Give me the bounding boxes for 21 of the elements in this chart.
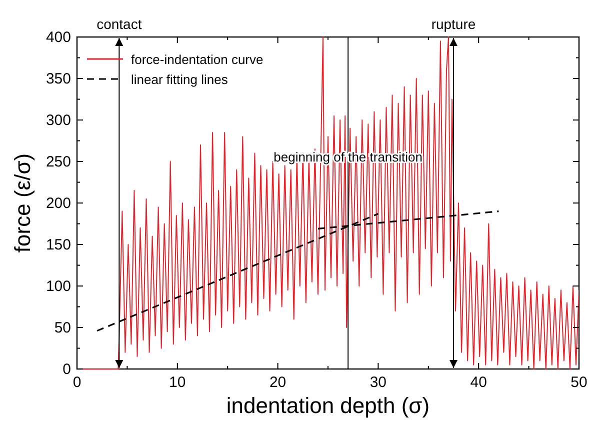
y-tick-label: 250 (46, 154, 71, 170)
y-tick-label: 400 (46, 29, 71, 46)
x-tick-label: 20 (269, 374, 286, 391)
y-tick-label: 300 (46, 112, 71, 129)
x-tick-label: 10 (169, 374, 186, 391)
y-tick-label: 0 (62, 361, 71, 378)
y-tick-label: 50 (54, 320, 71, 336)
y-tick-label: 100 (46, 278, 71, 295)
y-tick-label: 200 (46, 195, 71, 212)
ref-line-label: contact (96, 16, 142, 32)
legend-label: linear fitting lines (131, 72, 228, 87)
ref-line-label: rupture (431, 16, 476, 32)
x-tick-label: 0 (72, 374, 82, 391)
x-tick-label: 40 (470, 374, 487, 391)
x-axis-title: indentation depth (σ) (226, 393, 430, 418)
x-tick-label: 50 (570, 374, 588, 391)
x-tick-label: 30 (370, 374, 387, 391)
y-tick-label: 350 (46, 70, 71, 88)
legend-label: force-indentation curve (131, 52, 264, 67)
y-tick-label: 150 (46, 236, 71, 254)
y-axis-title: force (ε/σ) (10, 153, 35, 253)
